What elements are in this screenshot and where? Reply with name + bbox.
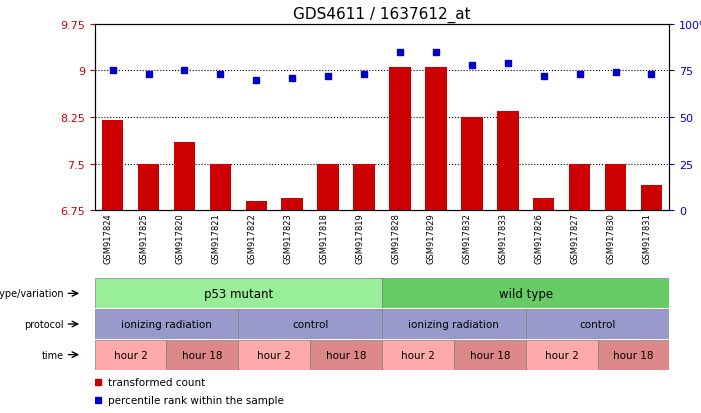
Bar bbox=[597, 340, 669, 370]
Bar bbox=[282, 198, 303, 211]
Text: GSM917830: GSM917830 bbox=[606, 213, 615, 263]
Text: GSM917822: GSM917822 bbox=[247, 213, 257, 263]
Bar bbox=[102, 121, 123, 211]
Text: control: control bbox=[580, 319, 615, 329]
Text: hour 2: hour 2 bbox=[401, 350, 435, 360]
Bar bbox=[95, 309, 238, 339]
Text: protocol: protocol bbox=[24, 319, 64, 329]
Text: transformed count: transformed count bbox=[109, 377, 205, 387]
Bar bbox=[533, 198, 554, 211]
Bar bbox=[238, 309, 382, 339]
Bar bbox=[569, 164, 590, 211]
Bar bbox=[245, 202, 267, 211]
Text: hour 18: hour 18 bbox=[470, 350, 510, 360]
Text: GSM917824: GSM917824 bbox=[104, 213, 113, 263]
Text: GSM917819: GSM917819 bbox=[355, 213, 364, 263]
Bar bbox=[238, 340, 310, 370]
Text: ionizing radiation: ionizing radiation bbox=[409, 319, 499, 329]
Bar bbox=[382, 279, 669, 309]
Bar bbox=[526, 340, 597, 370]
Text: GSM917818: GSM917818 bbox=[319, 213, 328, 263]
Text: hour 18: hour 18 bbox=[326, 350, 367, 360]
Bar bbox=[605, 164, 627, 211]
Bar bbox=[526, 309, 669, 339]
Bar bbox=[353, 164, 375, 211]
Bar bbox=[210, 164, 231, 211]
Bar bbox=[389, 68, 411, 211]
Bar bbox=[318, 164, 339, 211]
Text: p53 mutant: p53 mutant bbox=[204, 287, 273, 300]
Bar bbox=[454, 340, 526, 370]
Bar bbox=[137, 164, 159, 211]
Bar bbox=[95, 279, 382, 309]
Text: GSM917828: GSM917828 bbox=[391, 213, 400, 263]
Text: GSM917833: GSM917833 bbox=[499, 213, 508, 263]
Bar bbox=[310, 340, 382, 370]
Text: hour 18: hour 18 bbox=[182, 350, 223, 360]
Bar bbox=[382, 340, 454, 370]
Text: hour 2: hour 2 bbox=[114, 350, 147, 360]
Text: GSM917821: GSM917821 bbox=[212, 213, 220, 263]
Title: GDS4611 / 1637612_at: GDS4611 / 1637612_at bbox=[293, 7, 471, 24]
Text: GSM917831: GSM917831 bbox=[643, 213, 651, 263]
Text: GSM917827: GSM917827 bbox=[571, 213, 580, 263]
Text: GSM917832: GSM917832 bbox=[463, 213, 472, 263]
Text: GSM917826: GSM917826 bbox=[535, 213, 544, 263]
Text: hour 2: hour 2 bbox=[545, 350, 578, 360]
Text: genotype/variation: genotype/variation bbox=[0, 289, 64, 299]
Text: GSM917829: GSM917829 bbox=[427, 213, 436, 263]
Text: hour 2: hour 2 bbox=[257, 350, 291, 360]
Bar bbox=[641, 186, 662, 211]
Bar bbox=[382, 309, 526, 339]
Text: ionizing radiation: ionizing radiation bbox=[121, 319, 212, 329]
Bar bbox=[174, 142, 195, 211]
Text: control: control bbox=[292, 319, 328, 329]
Text: wild type: wild type bbox=[498, 287, 553, 300]
Text: GSM917820: GSM917820 bbox=[175, 213, 184, 263]
Text: GSM917823: GSM917823 bbox=[283, 213, 292, 263]
Text: percentile rank within the sample: percentile rank within the sample bbox=[109, 395, 285, 405]
Bar bbox=[461, 118, 482, 211]
Text: time: time bbox=[41, 350, 64, 360]
Text: GSM917825: GSM917825 bbox=[139, 213, 149, 263]
Bar bbox=[425, 68, 447, 211]
Bar bbox=[497, 112, 519, 211]
Bar bbox=[167, 340, 238, 370]
Bar bbox=[95, 340, 167, 370]
Text: hour 18: hour 18 bbox=[613, 350, 654, 360]
